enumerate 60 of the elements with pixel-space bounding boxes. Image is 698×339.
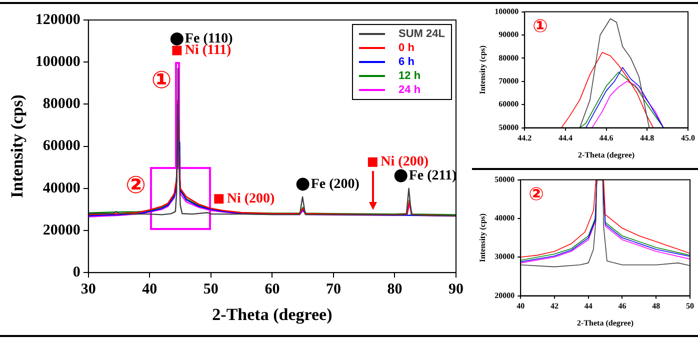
annotation: Ni (200) — [380, 154, 429, 170]
y-tick-label: 20000 — [42, 222, 80, 238]
x-tick-label: 40 — [142, 281, 158, 298]
annotation: Ni (200) — [226, 192, 276, 207]
y-tick-label: 60000 — [42, 138, 80, 154]
x-axis-title: 2-Theta (degree) — [577, 318, 634, 328]
point — [214, 194, 224, 204]
y-tick-label: 30000 — [494, 252, 515, 262]
y-tick-label: 50000 — [494, 174, 515, 184]
annotation: ① — [532, 16, 548, 37]
y-tick-label: 90000 — [498, 30, 519, 40]
legend-label: 0 h — [398, 42, 414, 54]
x-tick-label: 44.8 — [640, 134, 654, 143]
x-tick-label: 42 — [550, 302, 558, 311]
annotation: ② — [126, 171, 146, 200]
point — [368, 157, 378, 167]
y-tick-label: 100000 — [35, 54, 80, 70]
legend-label: 12 h — [398, 70, 421, 82]
y-axis-title: Intensity (cps) — [8, 94, 27, 198]
x-tick-label: 44.6 — [599, 134, 614, 143]
y-tick-label: 80000 — [42, 96, 80, 112]
legend-label: SUM 24L — [398, 28, 445, 40]
x-tick-label: 46 — [618, 302, 626, 311]
legend-label: 24 h — [398, 84, 421, 96]
x-tick-label: 70 — [326, 281, 341, 298]
legend-label: 6 h — [398, 56, 414, 68]
x-tick-label: 48 — [652, 302, 660, 311]
x-tick-label: 44.4 — [558, 134, 572, 143]
y-tick-label: 20000 — [494, 290, 515, 300]
point — [394, 169, 408, 182]
x-tick-label: 50 — [686, 302, 694, 311]
x-tick-label: 44 — [584, 302, 592, 311]
x-tick-label: 90 — [448, 281, 464, 298]
x-tick-label: 80 — [387, 281, 402, 298]
y-tick-label: 40000 — [42, 180, 80, 196]
x-tick-label: 60 — [264, 281, 280, 298]
y-tick-label: 40000 — [494, 214, 515, 223]
y-tick-label: 120000 — [35, 12, 80, 28]
x-tick-label: 30 — [80, 281, 96, 298]
point — [170, 32, 184, 46]
y-tick-label: 80000 — [498, 53, 519, 62]
x-tick-label: 50 — [203, 281, 218, 298]
point — [172, 46, 182, 56]
y-tick-label: 100000 — [494, 6, 519, 16]
y-tick-label: 0 — [72, 264, 80, 280]
y-tick-label: 70000 — [498, 76, 519, 86]
x-tick-label: 44.2 — [518, 134, 532, 143]
y-tick-label: 60000 — [498, 100, 519, 109]
annotation: Fe (211) — [408, 168, 458, 184]
x-tick-label: 40 — [516, 302, 525, 311]
y-axis-title: Intensity (cps) — [478, 45, 487, 94]
annotation: ① — [151, 66, 172, 94]
annotation: ② — [528, 184, 544, 205]
point — [296, 178, 310, 191]
x-axis-title: 2-Theta (degree) — [212, 305, 332, 324]
annotation: Fe (200) — [310, 176, 360, 192]
y-axis-title: Intensity (cps) — [478, 213, 487, 262]
x-axis-title: 2-Theta (degree) — [578, 150, 635, 160]
y-tick-label: 50000 — [498, 122, 519, 132]
x-tick-label: 45.0 — [681, 134, 695, 143]
